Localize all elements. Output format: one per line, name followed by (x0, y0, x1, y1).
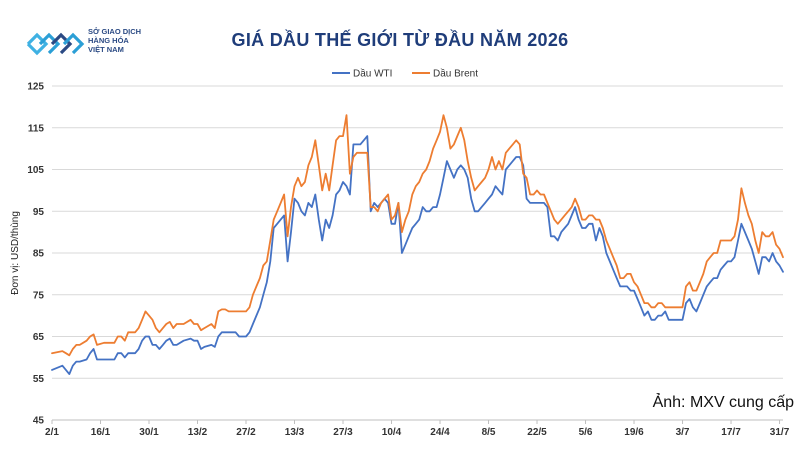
y-tick-label: 115 (28, 123, 45, 134)
y-tick-label: 105 (27, 165, 44, 176)
logo-line-1: SỞ GIAO DỊCH (88, 27, 142, 36)
x-tick-label: 24/4 (430, 427, 450, 438)
x-tick-label: 13/3 (285, 427, 305, 438)
x-tick-label: 27/3 (333, 427, 353, 438)
x-tick-label: 13/2 (188, 427, 208, 438)
y-tick-label: 55 (33, 374, 45, 385)
series-line-brent (51, 114, 784, 357)
logo-chevron-1 (26, 32, 49, 56)
x-tick-label: 17/7 (721, 427, 741, 438)
x-tick-label: 3/7 (676, 427, 690, 438)
y-tick-label: 45 (33, 416, 45, 427)
y-tick-label: 65 (33, 332, 45, 343)
y-axis-label: Đơn vị: USD/thùng (10, 211, 21, 295)
hnx-logo (26, 32, 85, 56)
y-tick-label: 125 (27, 82, 44, 93)
logo-line-3: VIỆT NAM (88, 45, 124, 54)
series-line-wti (51, 135, 784, 375)
logo-chevron-4 (62, 32, 85, 55)
x-tick-label: 16/1 (91, 427, 111, 438)
grid-layer (52, 85, 783, 421)
x-tick-label: 19/6 (624, 427, 644, 438)
legend: Dầu WTI Dầu Brent (332, 68, 478, 80)
x-tick-label: 31/7 (770, 427, 790, 438)
x-tick-label: 5/6 (579, 427, 593, 438)
legend-label-brent: Dầu Brent (433, 68, 478, 80)
y-tick-label: 75 (33, 290, 45, 301)
y-tick-label: 85 (33, 249, 45, 260)
series-layer (51, 114, 784, 375)
photo-credit: Ảnh: MXV cung cấp (652, 394, 794, 411)
x-tick-label: 10/4 (382, 427, 402, 438)
legend-label-wti: Dầu WTI (353, 68, 392, 80)
x-tick-label: 2/1 (45, 427, 59, 438)
chart-title: GIÁ DẦU THẾ GIỚI TỪ ĐẦU NĂM 2026 (231, 30, 569, 50)
y-tick-label: 95 (33, 207, 45, 218)
logo-chevron-2 (38, 32, 61, 55)
x-tick-label: 22/5 (527, 427, 547, 438)
logo-chevron-3 (50, 32, 73, 55)
x-tick-label: 8/5 (482, 427, 496, 438)
axis-layer: 45 55 65 75 85 95 105 115 125 2/1 16/1 30/1 13/2 27/2… (27, 82, 789, 439)
x-tick-label: 30/1 (139, 427, 159, 438)
logo-line-2: HÀNG HÓA (88, 36, 129, 45)
x-tick-label: 27/2 (236, 427, 256, 438)
